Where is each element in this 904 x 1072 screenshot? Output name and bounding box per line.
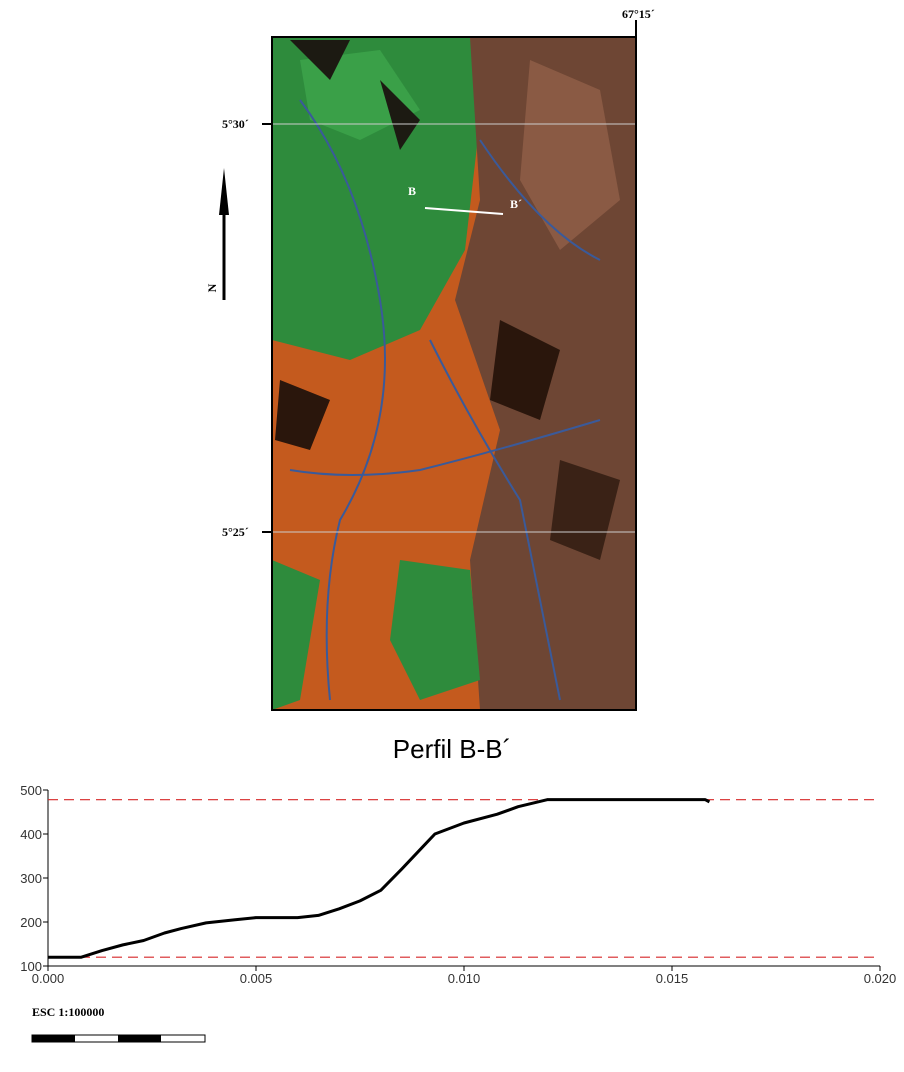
profile-line bbox=[48, 798, 711, 959]
longitude-label: 67°15´ bbox=[622, 7, 655, 21]
profile-end: B´ bbox=[510, 197, 522, 211]
x-tick-label: 0.010 bbox=[448, 971, 481, 986]
latitude-label: 5°25´ bbox=[222, 525, 249, 539]
scale-label: ESC 1:100000 bbox=[32, 1005, 104, 1019]
map-frame bbox=[271, 36, 637, 711]
terrain-map bbox=[272, 37, 636, 710]
x-tick-label: 0.005 bbox=[240, 971, 273, 986]
y-tick-label: 100 bbox=[20, 959, 42, 974]
latitude-label: 5°30´ bbox=[222, 117, 249, 131]
x-tick-label: 0.000 bbox=[32, 971, 65, 986]
y-tick-label: 300 bbox=[20, 871, 42, 886]
x-tick-label: 0.015 bbox=[656, 971, 689, 986]
chart-title: Perfil B-B´ bbox=[393, 734, 511, 764]
y-tick-label: 200 bbox=[20, 915, 42, 930]
north-arrow bbox=[219, 168, 229, 215]
north-label: N bbox=[205, 283, 219, 292]
y-tick-label: 500 bbox=[20, 783, 42, 798]
scale-bar bbox=[31, 1034, 206, 1043]
x-tick-label: 0.020 bbox=[864, 971, 897, 986]
y-tick-label: 400 bbox=[20, 827, 42, 842]
profile-start: B bbox=[408, 184, 416, 198]
